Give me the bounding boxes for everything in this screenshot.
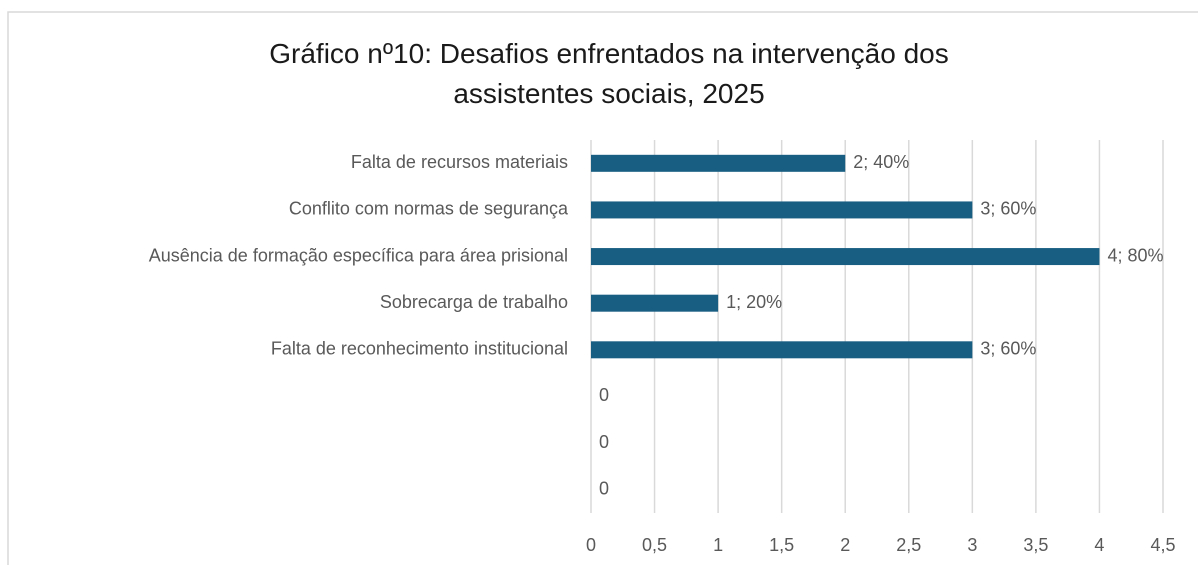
y-tick-label: Conflito com normas de segurança [289,199,569,219]
x-tick-label: 1,5 [769,535,794,555]
data-label: 1; 20% [726,292,782,312]
data-label: 0 [599,385,609,405]
y-tick-label: Ausência de formação específica para áre… [149,245,568,265]
data-label: 0 [599,478,609,498]
x-tick-label: 1 [713,535,723,555]
bar [591,294,719,312]
data-label: 2; 40% [853,152,909,172]
data-label: 4; 80% [1107,245,1163,265]
x-tick-label: 2,5 [896,535,921,555]
x-tick-label: 0,5 [642,535,667,555]
bar [591,248,1100,266]
data-label: 3; 60% [980,339,1036,359]
x-tick-label: 2 [840,535,850,555]
chart-title: Gráfico nº10: Desafios enfrentados na in… [269,38,949,109]
data-label: 3; 60% [980,199,1036,219]
x-tick-label: 3,5 [1023,535,1048,555]
bar [591,154,846,172]
x-tick-label: 3 [967,535,977,555]
y-tick-label: Falta de recursos materiais [351,152,568,172]
bar [591,201,973,219]
y-tick-label: Falta de reconhecimento institucional [271,339,568,359]
y-tick-label: Sobrecarga de trabalho [380,292,568,312]
x-tick-label: 4 [1094,535,1104,555]
chart-border [7,11,1198,565]
data-label: 0 [599,432,609,452]
bar [591,341,973,359]
x-tick-label: 4,5 [1150,535,1175,555]
x-tick-label: 0 [586,535,596,555]
